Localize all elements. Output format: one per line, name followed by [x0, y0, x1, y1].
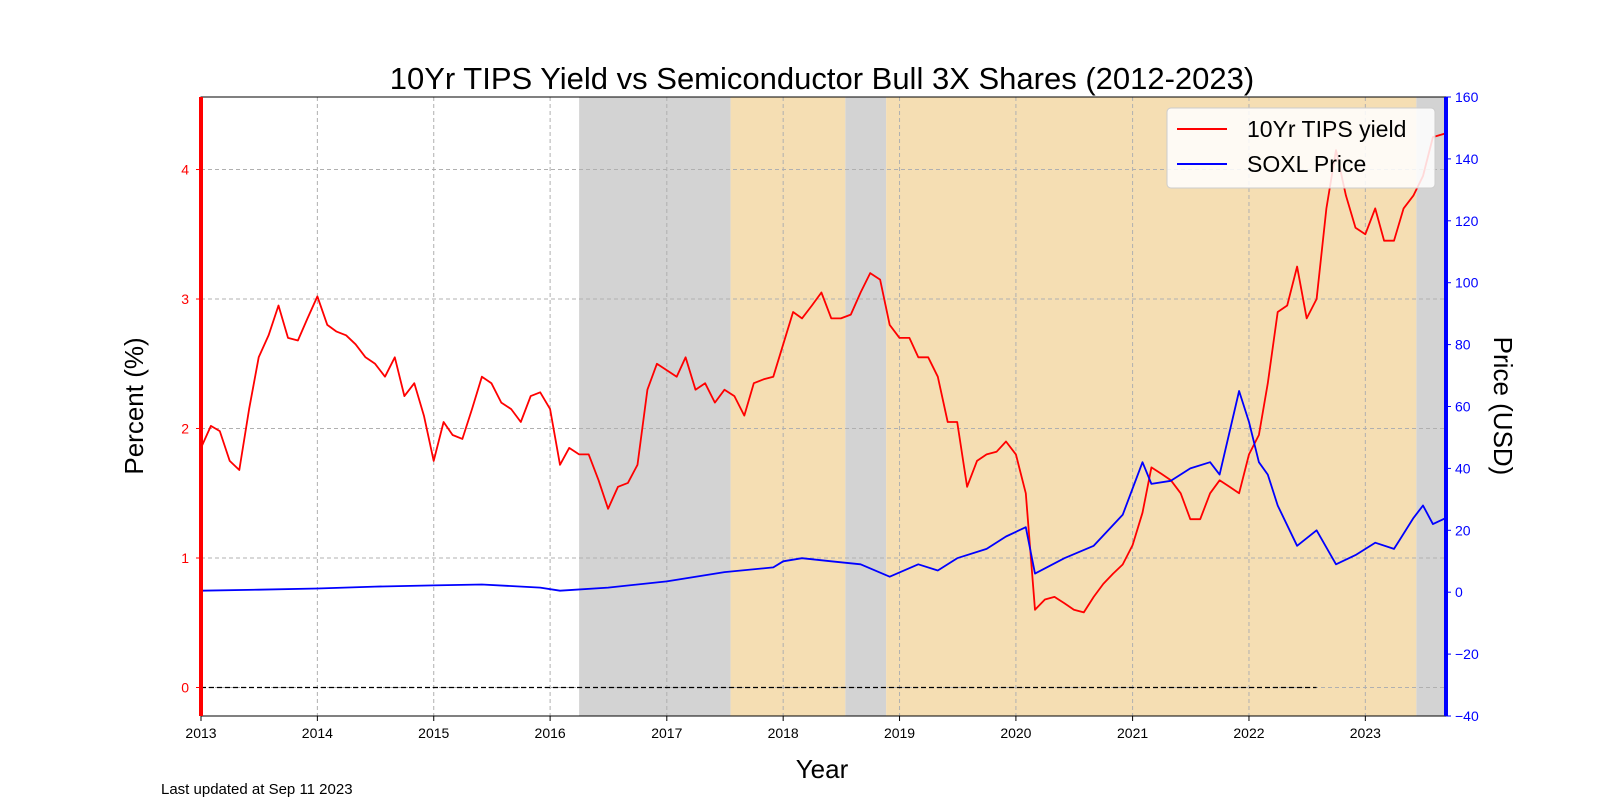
- right-tick-label-−40: −40: [1455, 708, 1479, 724]
- x-tick-label-2014: 2014: [302, 725, 333, 741]
- legend-tips-label: 10Yr TIPS yield: [1247, 116, 1406, 142]
- left-tick-label-3: 3: [181, 291, 189, 307]
- shaded-region-4: [886, 97, 1417, 716]
- shaded-region-5: [1416, 97, 1446, 716]
- x-tick-label-2018: 2018: [768, 725, 799, 741]
- chart-title: 10Yr TIPS Yield vs Semiconductor Bull 3X…: [390, 61, 1254, 96]
- left-axis-label: Percent (%): [119, 337, 149, 474]
- right-axis-label: Price (USD): [1488, 337, 1518, 476]
- legend-soxl-label: SOXL Price: [1247, 151, 1366, 177]
- shaded-region-3: [845, 97, 887, 716]
- x-tick-label-2021: 2021: [1117, 725, 1148, 741]
- right-tick-label-160: 160: [1455, 89, 1479, 105]
- legend: 10Yr TIPS yield SOXL Price: [1166, 107, 1436, 189]
- right-tick-label-140: 140: [1455, 151, 1479, 167]
- shaded-regions: [579, 97, 1446, 716]
- x-tick-label-2019: 2019: [884, 725, 915, 741]
- shaded-region-2: [730, 97, 846, 716]
- left-tick-label-0: 0: [181, 680, 189, 696]
- footnote: Last updated at Sep 11 2023: [161, 781, 353, 798]
- x-tick-label-2017: 2017: [651, 725, 682, 741]
- right-tick-label-60: 60: [1455, 399, 1471, 415]
- left-axis-ticks: 0 1 2 3 4: [181, 162, 201, 696]
- series-lines: [200, 132, 1447, 614]
- right-tick-label-20: 20: [1455, 522, 1471, 538]
- x-tick-label-2023: 2023: [1350, 725, 1381, 741]
- right-tick-label-−20: −20: [1455, 646, 1479, 662]
- left-tick-label-1: 1: [181, 550, 189, 566]
- right-axis-ticks: −40 −20 0 20 40 60 80 100 120 140 160: [1446, 89, 1479, 724]
- x-axis-ticks: 2013 2014 2015 2016 2017 2018 2019 2020 2021 2022…: [185, 716, 1381, 741]
- left-tick-label-4: 4: [181, 162, 189, 178]
- x-axis-label: Year: [796, 754, 849, 784]
- left-tick-label-2: 2: [181, 421, 189, 437]
- tips-yield-line: [200, 132, 1447, 614]
- x-tick-label-2020: 2020: [1000, 725, 1031, 741]
- right-tick-label-40: 40: [1455, 460, 1471, 476]
- x-tick-label-2022: 2022: [1233, 725, 1264, 741]
- x-tick-label-2016: 2016: [535, 725, 566, 741]
- soxl-price-line: [200, 390, 1447, 592]
- legend-box: [1166, 107, 1436, 189]
- right-tick-label-80: 80: [1455, 337, 1471, 353]
- right-tick-label-120: 120: [1455, 213, 1479, 229]
- right-tick-label-0: 0: [1455, 584, 1463, 600]
- x-tick-label-2013: 2013: [185, 725, 216, 741]
- x-tick-label-2015: 2015: [418, 725, 449, 741]
- right-tick-label-100: 100: [1455, 275, 1479, 291]
- shaded-region-1: [579, 97, 731, 716]
